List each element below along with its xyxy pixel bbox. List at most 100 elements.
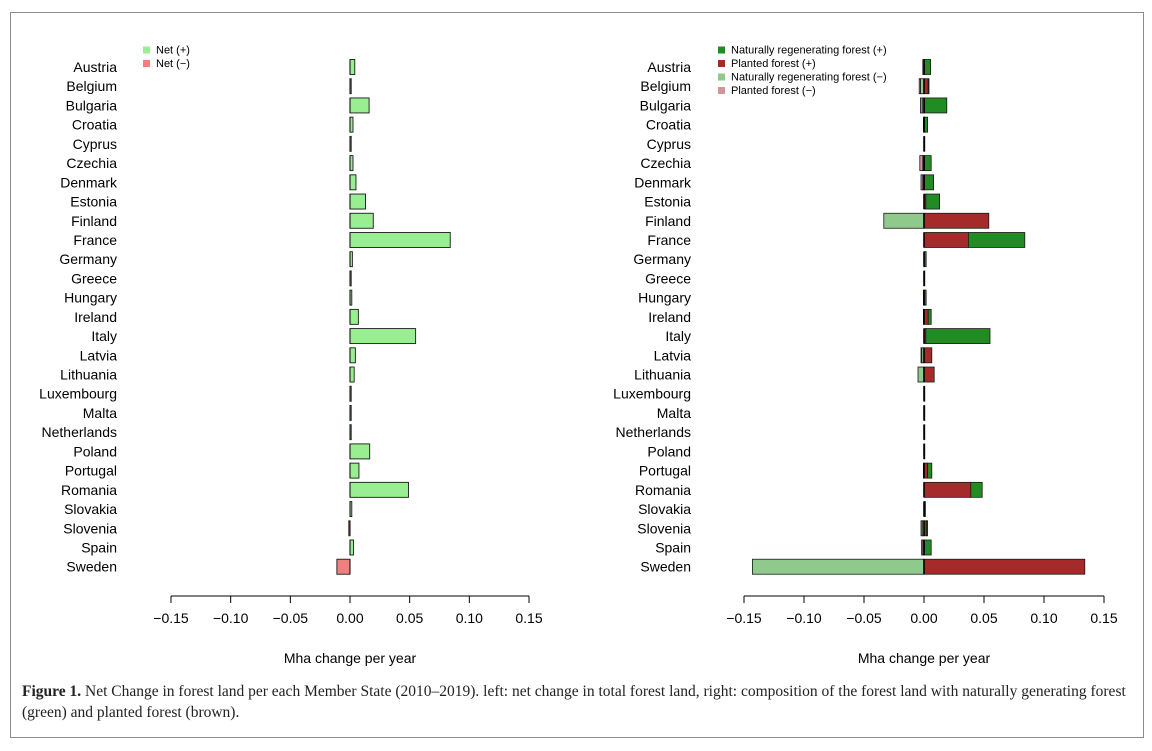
category-label-belgium: Belgium	[640, 78, 691, 94]
bar-naturally-regenerating-forest-denmark	[924, 174, 934, 191]
category-label-luxembourg: Luxembourg	[613, 386, 691, 402]
legend-label-net: Net (−)	[156, 58, 190, 70]
bar-naturally-regenerating-forest-austria	[924, 59, 931, 75]
category-label-netherlands: Netherlands	[42, 424, 118, 440]
category-label-slovakia: Slovakia	[638, 501, 691, 517]
bar-net-poland	[349, 443, 371, 460]
bar-naturally-regenerating-forest-italy	[925, 328, 991, 344]
bar-planted-forest-finland	[923, 212, 990, 229]
bar-planted-forest-spain	[921, 539, 924, 556]
category-label-finland: Finland	[645, 213, 691, 229]
category-label-poland: Poland	[647, 443, 691, 459]
category-label-czechia: Czechia	[640, 155, 691, 171]
x-tick-label-4: 0.05	[970, 610, 997, 626]
category-label-estonia: Estonia	[70, 194, 117, 210]
left-panel-net-change: Austria Belgium Bulgaria Croatia Cyprus Czech…	[39, 45, 543, 667]
category-label-romania: Romania	[61, 482, 117, 498]
category-label-finland: Finland	[71, 213, 117, 229]
category-label-latvia: Latvia	[80, 347, 118, 363]
category-label-cyprus: Cyprus	[647, 136, 691, 152]
legend-swatch-planted-forest	[718, 60, 725, 67]
category-label-germany: Germany	[633, 251, 691, 267]
category-label-greece: Greece	[71, 270, 117, 286]
category-label-croatia: Croatia	[72, 117, 117, 133]
x-tick-label-0: −0.15	[153, 610, 189, 626]
category-label-germany: Germany	[59, 251, 117, 267]
bar-naturally-regenerating-forest-croatia	[924, 116, 928, 133]
bar-planted-forest-belgium	[918, 78, 921, 95]
x-tick-label-1: −0.10	[786, 610, 822, 626]
bar-net-denmark	[349, 174, 357, 191]
x-tick-label-1: −0.10	[213, 610, 249, 626]
bar-net-italy	[349, 328, 417, 345]
category-label-ireland: Ireland	[74, 309, 117, 325]
bar-naturally-regenerating-forest-finland	[883, 212, 925, 229]
legend-swatch-naturally-regenerating-forest	[718, 46, 725, 54]
category-label-france: France	[647, 232, 691, 248]
category-label-lithuania: Lithuania	[60, 367, 117, 383]
figure-canvas: Austria Belgium Bulgaria Croatia Cyprus Czech…	[39, 45, 1118, 667]
category-label-netherlands: Netherlands	[616, 424, 692, 440]
category-label-cyprus: Cyprus	[73, 136, 117, 152]
bar-naturally-regenerating-forest-czechia	[924, 155, 932, 172]
bar-planted-forest-denmark	[920, 174, 924, 191]
category-label-portugal: Portugal	[639, 463, 691, 479]
bar-planted-forest-czechia	[919, 155, 924, 172]
figure-caption: Figure 1. Net Change in forest land per …	[22, 681, 1132, 723]
x-tick-label-2: −0.05	[273, 610, 309, 626]
category-label-denmark: Denmark	[634, 174, 692, 190]
bar-naturally-regenerating-forest-bulgaria	[924, 97, 948, 114]
legend-swatch-net	[143, 60, 150, 67]
bar-net-bulgaria	[349, 97, 370, 114]
bar-naturally-regenerating-forest-sweden	[752, 558, 925, 575]
caption-label: Figure 1.	[22, 683, 82, 700]
category-label-belgium: Belgium	[66, 78, 117, 94]
bar-net-spain	[349, 539, 355, 556]
legend-label-net: Net (+)	[156, 45, 190, 57]
category-label-austria: Austria	[647, 59, 691, 75]
category-label-croatia: Croatia	[646, 117, 691, 133]
category-label-slovakia: Slovakia	[64, 501, 117, 517]
category-label-latvia: Latvia	[654, 347, 692, 363]
bar-naturally-regenerating-forest-spain	[924, 539, 932, 556]
bar-planted-forest-lithuania	[923, 366, 935, 383]
bar-planted-forest-france	[923, 232, 969, 248]
category-label-poland: Poland	[73, 443, 117, 459]
category-label-sweden: Sweden	[640, 559, 691, 575]
category-label-malta: Malta	[657, 405, 691, 421]
category-label-italy: Italy	[665, 328, 691, 344]
bar-net-lithuania	[349, 366, 355, 383]
bar-net-sweden	[336, 558, 351, 575]
category-label-malta: Malta	[83, 405, 117, 421]
legend-label-naturally-regenerating-forest: Naturally regenerating forest (+)	[731, 45, 887, 57]
category-label-spain: Spain	[81, 540, 117, 556]
category-label-spain: Spain	[655, 540, 691, 556]
bar-naturally-regenerating-forest-france	[968, 232, 1026, 248]
x-tick-label-6: 0.15	[1090, 610, 1117, 626]
category-label-luxembourg: Luxembourg	[39, 386, 117, 402]
x-axis-title: Mha change per year	[284, 650, 417, 666]
bar-naturally-regenerating-forest-slovenia	[926, 520, 929, 537]
category-label-portugal: Portugal	[65, 463, 117, 479]
x-tick-label-3: 0.00	[336, 610, 363, 626]
figure-frame	[10, 12, 1144, 738]
category-label-lithuania: Lithuania	[634, 367, 691, 383]
bar-net-romania	[349, 481, 409, 498]
category-label-hungary: Hungary	[638, 290, 691, 306]
category-label-france: France	[73, 232, 117, 248]
bar-planted-forest-latvia	[923, 347, 933, 364]
bar-net-latvia	[349, 347, 356, 364]
category-label-bulgaria: Bulgaria	[66, 97, 118, 113]
bar-planted-forest-slovenia	[920, 520, 923, 537]
legend-label-naturally-regenerating-forest: Naturally regenerating forest (−)	[731, 72, 887, 84]
legend-swatch-naturally-regenerating-forest	[718, 73, 725, 81]
category-label-hungary: Hungary	[64, 290, 117, 306]
category-label-slovenia: Slovenia	[637, 520, 691, 536]
bar-net-ireland	[349, 308, 359, 325]
bar-planted-forest-romania	[923, 481, 972, 498]
x-axis-title: Mha change per year	[858, 650, 991, 666]
bar-planted-forest-sweden	[923, 558, 1086, 575]
bar-planted-forest-latvia	[920, 347, 923, 364]
x-tick-label-0: −0.15	[726, 610, 762, 626]
category-label-denmark: Denmark	[60, 174, 118, 190]
